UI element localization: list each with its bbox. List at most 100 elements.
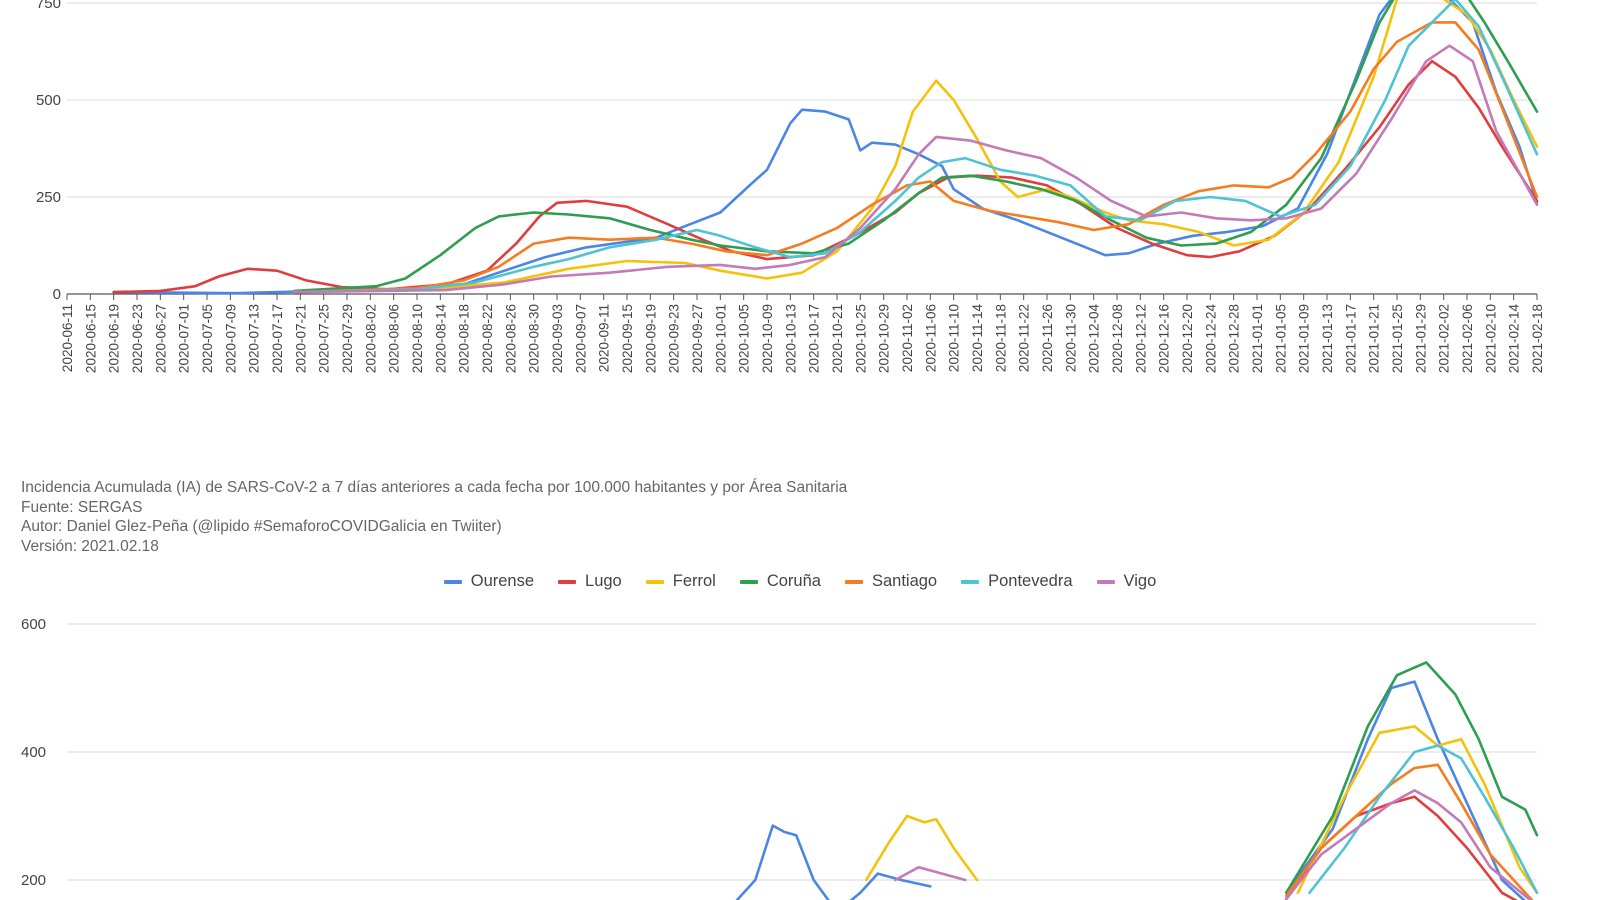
caption-line-description: Incidencia Acumulada (IA) de SARS-CoV-2 … — [21, 479, 848, 496]
x-tick-label: 2020-10-21 — [830, 304, 845, 373]
legend-item-pontevedra[interactable]: Pontevedra — [961, 572, 1073, 591]
legend-swatch — [443, 579, 462, 584]
y-tick-label: 500 — [36, 92, 61, 109]
x-tick-label: 2021-01-29 — [1413, 304, 1428, 373]
top-chart: 0 250 500 750 2020-06-11 2020-06-15 2020-06-19… — [36, 0, 1545, 373]
x-tick-label: 2020-10-13 — [783, 304, 798, 373]
legend-label: Santiago — [871, 572, 938, 590]
legend-label: Vigo — [1123, 572, 1157, 590]
x-tick-label: 2021-02-10 — [1483, 304, 1498, 373]
series-line-coruna — [293, 0, 1539, 293]
x-tick-label: 2020-11-30 — [1063, 304, 1078, 372]
x-tick-label: 2020-11-14 — [970, 304, 985, 373]
x-tick-label: 2020-10-17 — [807, 304, 822, 373]
x-tick-label: 2020-12-04 — [1087, 304, 1102, 374]
legend-swatch — [844, 579, 863, 584]
bottom-chart: 200 400 600 — [21, 616, 1539, 900]
x-tick-label: 2021-01-13 — [1320, 304, 1335, 373]
y-tick-label: 600 — [21, 616, 46, 633]
series-line-ourense — [735, 824, 932, 900]
x-tick-label: 2020-11-26 — [1040, 304, 1055, 372]
series-line-santiago — [293, 21, 1539, 294]
caption-line-author: Autor: Daniel Glez-Peña (@lipido #Semafo… — [21, 518, 502, 535]
legend-item-santiago[interactable]: Santiago — [844, 572, 938, 591]
x-tick-label: 2020-06-15 — [83, 304, 98, 373]
y-tick-label: 200 — [21, 872, 46, 889]
x-tick-label: 2020-11-06 — [923, 304, 938, 372]
series-line-pontevedra — [1308, 744, 1539, 895]
x-tick-label: 2020-08-18 — [457, 304, 472, 373]
legend-label: Coruña — [766, 572, 821, 590]
x-tick-label: 2020-11-18 — [993, 304, 1008, 372]
x-tick-label: 2020-09-11 — [597, 304, 612, 372]
x-tick-label: 2020-09-19 — [643, 304, 658, 373]
legend-swatch — [739, 579, 758, 584]
series-line-vigo — [1284, 789, 1533, 900]
legend-label: Lugo — [585, 572, 622, 590]
x-tick-label: 2020-07-13 — [247, 304, 262, 373]
x-tick-label: 2021-01-21 — [1367, 304, 1382, 373]
legend-item-ourense[interactable]: Ourense — [443, 572, 535, 591]
x-tick-label: 2020-12-16 — [1157, 304, 1172, 373]
series-line-lugo — [1284, 795, 1518, 900]
caption-line-version: Versión: 2021.02.18 — [21, 537, 159, 555]
x-tick-label: 2021-01-05 — [1273, 304, 1288, 373]
legend-item-vigo[interactable]: Vigo — [1096, 572, 1157, 591]
x-tick-label: 2020-10-25 — [853, 304, 868, 373]
y-tick-label: 250 — [36, 189, 61, 206]
x-tick-label: 2020-08-22 — [480, 304, 495, 373]
x-tick-label: 2020-12-24 — [1203, 304, 1218, 374]
x-tick-label: 2021-01-09 — [1297, 304, 1312, 373]
x-tick-label: 2020-11-22 — [1017, 304, 1032, 372]
x-tick-label: 2020-10-29 — [877, 304, 892, 373]
x-tick-label: 2020-09-23 — [667, 304, 682, 373]
x-tick-label: 2020-12-12 — [1133, 304, 1148, 373]
series-line-vigo — [894, 865, 967, 882]
x-tick-label: 2020-10-05 — [737, 304, 752, 373]
x-tick-label: 2020-09-07 — [573, 304, 588, 373]
x-tick-label: 2021-02-02 — [1437, 304, 1452, 373]
x-tick-label: 2020-12-28 — [1227, 304, 1242, 373]
x-tick-label: 2021-02-18 — [1530, 304, 1545, 373]
series-line-coruna — [1284, 661, 1539, 895]
x-tick-label: 2020-07-29 — [340, 304, 355, 373]
y-tick-label: 750 — [36, 0, 61, 12]
x-tick-label: 2020-08-06 — [387, 304, 402, 373]
x-tick-label: 2020-12-08 — [1110, 304, 1125, 373]
x-tick-label: 2020-08-30 — [527, 304, 542, 373]
x-tick-label: 2021-01-01 — [1250, 304, 1265, 373]
x-tick-label: 2021-02-14 — [1507, 304, 1522, 374]
x-tick-label: 2020-11-02 — [900, 304, 915, 372]
chart-legend: Ourense Lugo Ferrol Coruña Santiago Pontevedr… — [0, 572, 1600, 591]
legend-label: Ferrol — [672, 572, 716, 590]
x-tick-label: 2020-08-14 — [433, 304, 448, 374]
x-tick-label: 2020-07-21 — [293, 304, 308, 373]
legend-item-lugo[interactable]: Lugo — [558, 572, 622, 591]
x-tick-label: 2020-07-09 — [223, 304, 238, 373]
x-tick-label: 2020-07-01 — [177, 304, 192, 373]
y-tick-label: 0 — [53, 286, 61, 303]
x-tick-label: 2020-08-02 — [363, 304, 378, 373]
x-tick-label: 2020-08-10 — [410, 304, 425, 373]
x-tick-label: 2020-10-09 — [760, 304, 775, 373]
x-tick-label: 2020-06-27 — [153, 304, 168, 373]
x-tick-label: 2020-08-26 — [503, 304, 518, 373]
y-tick-label: 400 — [21, 744, 46, 761]
x-tick-label: 2021-02-06 — [1460, 304, 1475, 373]
x-tick-label: 2021-01-17 — [1343, 304, 1358, 373]
x-tick-label: 2020-09-03 — [550, 304, 565, 373]
x-tick-label: 2020-12-20 — [1180, 304, 1195, 373]
legend-swatch — [1096, 579, 1115, 584]
legend-label: Ourense — [470, 572, 535, 590]
x-tick-label: 2020-06-23 — [130, 304, 145, 373]
x-tick-label: 2020-06-11 — [60, 304, 75, 372]
legend-item-ferrol[interactable]: Ferrol — [645, 572, 716, 591]
legend-swatch — [645, 579, 664, 584]
x-tick-label: 2020-09-27 — [690, 304, 705, 373]
x-tick-label: 2020-11-10 — [947, 304, 962, 372]
x-tick-label: 2020-10-01 — [713, 304, 728, 373]
legend-label: Pontevedra — [988, 572, 1073, 590]
series-line-vigo — [293, 44, 1539, 294]
legend-item-coruna[interactable]: Coruña — [739, 572, 821, 591]
